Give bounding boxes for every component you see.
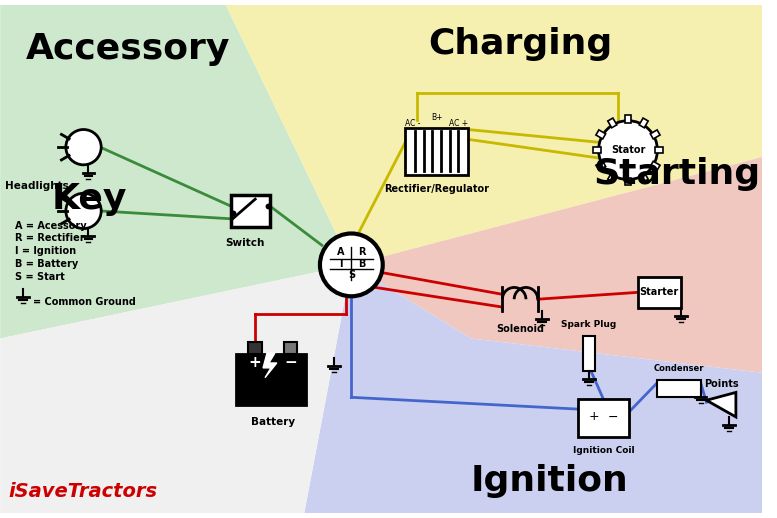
Text: Starter: Starter — [639, 287, 679, 297]
Text: Ignition Coil: Ignition Coil — [573, 447, 634, 455]
Bar — [235, 354, 306, 405]
Text: Condenser: Condenser — [653, 364, 704, 373]
Text: Starting: Starting — [594, 157, 761, 191]
Bar — [650, 130, 660, 139]
Text: Switch: Switch — [225, 238, 265, 249]
Bar — [596, 130, 605, 139]
Text: Headlights: Headlights — [5, 181, 69, 192]
Circle shape — [320, 234, 383, 296]
Text: Rectifier/Regulator: Rectifier/Regulator — [384, 184, 490, 194]
Bar — [639, 118, 648, 128]
Polygon shape — [0, 5, 351, 338]
Text: R: R — [358, 247, 366, 257]
Text: I: I — [339, 259, 343, 269]
Bar — [608, 118, 617, 128]
Polygon shape — [0, 265, 351, 513]
Polygon shape — [263, 353, 277, 378]
Polygon shape — [351, 157, 762, 373]
Text: S: S — [348, 270, 355, 280]
Text: A = Acessory: A = Acessory — [15, 221, 86, 231]
Text: Key: Key — [51, 181, 127, 215]
Polygon shape — [305, 265, 762, 513]
Bar — [625, 178, 631, 185]
Text: iSaveTractors: iSaveTractors — [8, 482, 157, 501]
Text: = Common Ground: = Common Ground — [33, 297, 135, 307]
Text: Spark Plug: Spark Plug — [561, 320, 616, 328]
Circle shape — [66, 193, 101, 228]
Text: AC -: AC - — [406, 119, 421, 128]
Text: +: + — [249, 355, 262, 370]
Text: I = Ignition: I = Ignition — [15, 246, 76, 256]
Text: R = Rectifier: R = Rectifier — [15, 234, 85, 243]
Bar — [638, 277, 681, 308]
Text: AC +: AC + — [449, 119, 468, 128]
Text: B = Battery: B = Battery — [15, 259, 78, 269]
Bar — [650, 161, 660, 170]
Text: B+: B+ — [431, 112, 442, 122]
Circle shape — [598, 121, 657, 180]
Text: −: − — [608, 410, 618, 423]
Text: Accessory: Accessory — [26, 33, 230, 66]
Bar — [596, 161, 605, 170]
Bar — [249, 342, 262, 354]
Bar — [593, 147, 601, 153]
Text: −: − — [284, 355, 297, 370]
Bar — [657, 380, 701, 397]
Text: S = Start: S = Start — [15, 272, 64, 282]
Bar — [656, 147, 664, 153]
Text: Charging: Charging — [428, 26, 612, 61]
Text: Ignition: Ignition — [471, 464, 629, 498]
Bar — [231, 195, 270, 227]
Bar — [639, 172, 648, 182]
Circle shape — [66, 130, 101, 165]
Text: Battery: Battery — [251, 417, 295, 427]
Bar — [608, 172, 617, 182]
Bar — [406, 127, 468, 175]
Bar — [578, 399, 629, 437]
Text: Solenoid: Solenoid — [496, 324, 544, 334]
Text: Stator: Stator — [611, 145, 645, 155]
Text: B: B — [358, 259, 366, 269]
Bar — [583, 337, 594, 371]
Text: A: A — [336, 247, 344, 257]
Text: +: + — [588, 410, 599, 423]
Text: Points: Points — [704, 380, 738, 390]
Bar — [284, 342, 298, 354]
Bar — [625, 115, 631, 123]
Polygon shape — [226, 5, 762, 265]
Polygon shape — [706, 393, 736, 417]
